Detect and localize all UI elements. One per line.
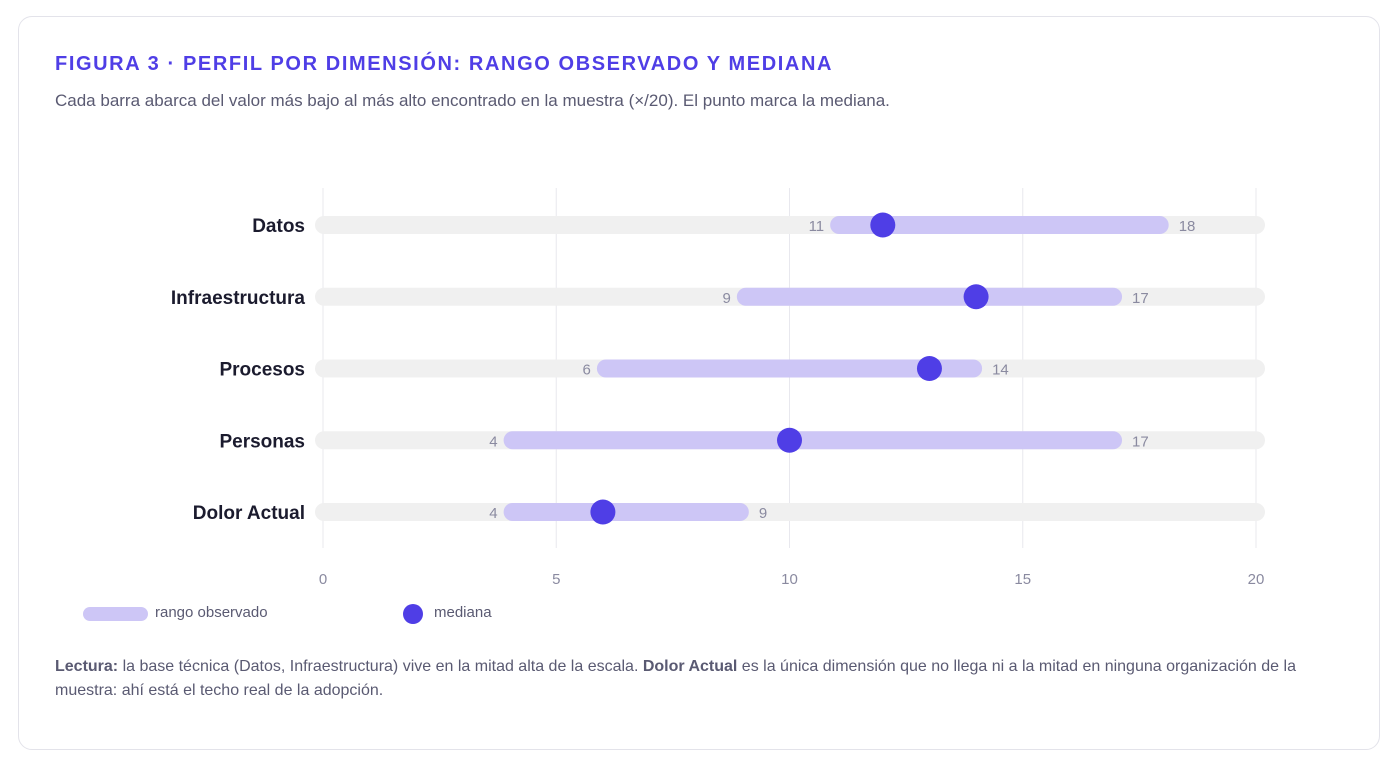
max-label-dolor-actual: 9	[759, 505, 767, 522]
range-bar-infraestructura	[736, 287, 1123, 306]
max-label-datos: 18	[1179, 218, 1196, 235]
category-label-infraestructura: Infraestructura	[171, 288, 306, 309]
legend-range-label: rango observado	[155, 604, 268, 621]
legend-median-swatch	[403, 604, 423, 624]
min-label-personas: 4	[489, 433, 497, 450]
range-chart: 0 5 10 15 20 Datos 11 18 Infraestructura 9 17 Proce…	[171, 188, 1265, 588]
category-label-procesos: Procesos	[219, 360, 305, 381]
category-label-datos: Datos	[252, 216, 305, 237]
median-dot-personas	[777, 427, 802, 453]
track-dolor-actual	[315, 503, 1265, 521]
median-dot-procesos	[916, 356, 942, 381]
note-text-1: la base técnica (Datos, Infraestructura)…	[118, 658, 643, 675]
x-tick-label-10: 10	[781, 571, 798, 588]
figure-title: FIGURA 3 · PERFIL POR DIMENSIÓN: RANGO O…	[55, 53, 834, 75]
figure-card	[18, 16, 1380, 750]
range-bar-datos	[830, 216, 1169, 234]
note-highlight: Dolor Actual	[642, 658, 738, 675]
figure-subtitle: Cada barra abarca del valor más bajo al …	[55, 91, 890, 110]
legend-range-swatch	[83, 607, 148, 621]
x-tick-label-15: 15	[1014, 571, 1031, 588]
min-label-procesos: 6	[583, 362, 591, 379]
min-label-infraestructura: 9	[723, 290, 731, 307]
note-text-2: es la única dimensión que no llega ni a …	[55, 658, 1296, 699]
x-tick-label-5: 5	[552, 571, 560, 588]
x-tick-label-20: 20	[1248, 571, 1265, 588]
legend-median-label: mediana	[434, 604, 492, 621]
category-label-personas: Personas	[219, 431, 305, 452]
reading-note: Lectura: la base técnica (Datos, Infraes…	[55, 655, 1315, 703]
range-bar-personas	[503, 431, 1123, 450]
note-lead: Lectura:	[55, 658, 119, 675]
max-label-personas: 17	[1132, 433, 1149, 450]
median-dot-datos	[870, 212, 896, 238]
range-bar-procesos	[596, 359, 983, 378]
min-label-datos: 11	[809, 218, 825, 235]
max-label-infraestructura: 17	[1132, 290, 1149, 307]
category-label-dolor-actual: Dolor Actual	[193, 503, 305, 524]
median-dot-infraestructura	[963, 284, 989, 310]
min-label-dolor-actual: 4	[489, 505, 497, 522]
max-label-procesos: 14	[992, 362, 1009, 379]
x-tick-label-0: 0	[319, 571, 327, 588]
range-bar-dolor-actual	[503, 503, 749, 521]
median-dot-dolor-actual	[590, 499, 616, 525]
